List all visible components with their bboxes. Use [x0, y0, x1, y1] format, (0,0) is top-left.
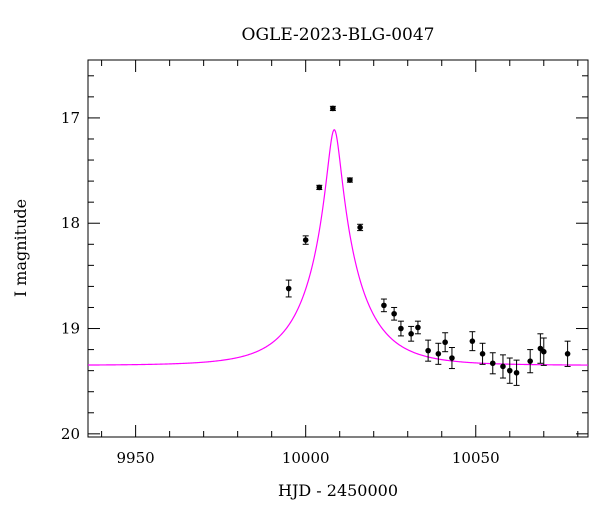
data-point: [435, 342, 442, 365]
data-point: [357, 223, 364, 232]
x-tick-label: 10050: [452, 449, 500, 467]
plot-border: [87, 59, 589, 438]
point-marker: [527, 358, 533, 364]
point-marker: [469, 338, 476, 344]
point-marker: [415, 324, 421, 331]
data-points-layer: [285, 105, 571, 386]
axis-ticks: [88, 60, 588, 437]
data-point: [442, 332, 449, 353]
data-point: [408, 325, 415, 342]
data-point: [397, 320, 404, 337]
x-axis-label: HJD - 2450000: [278, 481, 398, 500]
data-point: [489, 352, 496, 375]
data-point: [414, 320, 421, 335]
point-marker: [391, 310, 397, 317]
point-marker: [330, 105, 336, 112]
data-point: [302, 235, 309, 245]
data-point: [448, 346, 455, 370]
data-point: [527, 349, 534, 374]
point-marker: [513, 369, 520, 376]
point-marker: [285, 285, 292, 292]
y-tick-label: 17: [61, 109, 80, 127]
y-tick-label: 18: [61, 214, 80, 232]
point-marker: [408, 330, 414, 337]
data-point: [506, 357, 513, 384]
point-marker: [357, 224, 363, 231]
point-marker: [479, 351, 486, 357]
data-point: [346, 177, 353, 183]
point-marker: [425, 347, 431, 354]
point-marker: [435, 351, 442, 357]
point-marker: [506, 367, 513, 374]
data-point: [316, 184, 323, 191]
plot-frame: [87, 59, 589, 438]
chart-title: OGLE-2023-BLG-0047: [242, 25, 435, 45]
data-point: [329, 105, 336, 112]
data-point: [380, 298, 387, 313]
axis-tick-labels: 9950 10000 10050 17 18 19 20: [61, 109, 500, 467]
point-marker: [381, 302, 387, 309]
point-marker: [564, 351, 571, 357]
y-axis-label: I magnitude: [11, 199, 30, 297]
point-marker: [500, 363, 506, 370]
data-point: [425, 339, 432, 362]
model-curve: [88, 129, 588, 366]
data-point: [513, 359, 520, 386]
point-marker: [347, 177, 353, 183]
data-point: [479, 342, 486, 365]
point-marker: [302, 237, 309, 243]
data-point: [499, 354, 506, 379]
data-point: [391, 306, 398, 321]
point-marker: [489, 360, 496, 367]
data-point: [564, 340, 571, 367]
point-marker: [540, 348, 547, 355]
point-marker: [398, 325, 404, 332]
x-tick-label: 9950: [117, 449, 155, 467]
y-tick-label: 19: [61, 320, 80, 338]
point-marker: [442, 339, 448, 346]
x-tick-label: 10000: [282, 449, 330, 467]
data-point: [469, 331, 476, 352]
y-tick-label: 20: [61, 425, 80, 443]
model-curve-layer: [88, 129, 588, 366]
point-marker: [449, 355, 455, 361]
data-point: [540, 337, 547, 366]
data-point: [285, 279, 292, 298]
point-marker: [316, 184, 323, 191]
